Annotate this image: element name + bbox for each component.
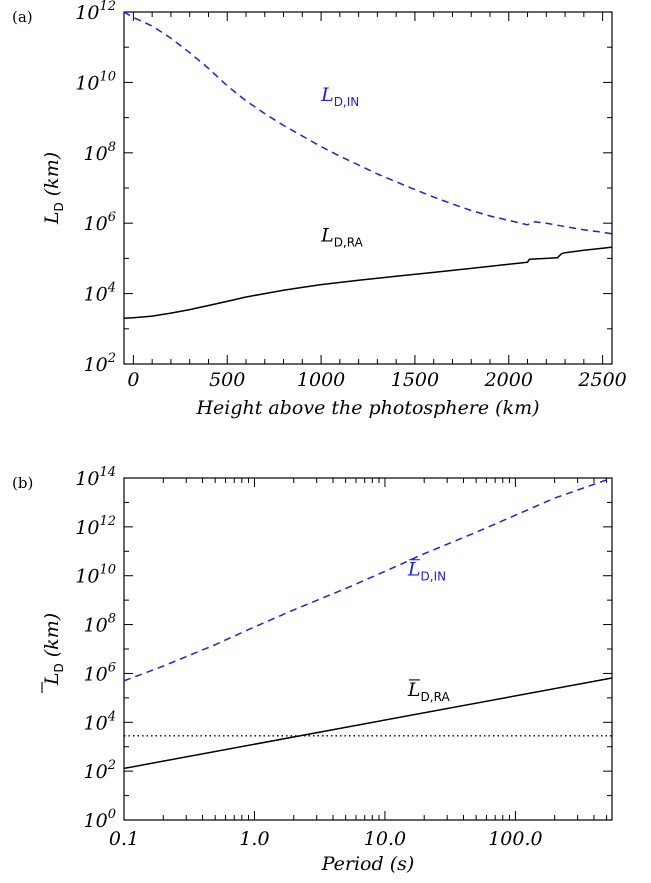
panel-b-y-tick-label: 102: [84, 758, 116, 783]
panel-b-x-ticks: 0.1 1.0 10.0 100.0: [109, 478, 608, 850]
panel-a-y-tick-label: 104: [84, 281, 116, 306]
panel-a-x-tick-label: 2500: [577, 369, 626, 391]
panel-a-x-tick-label: 2000: [484, 369, 533, 391]
panel-b-y-axis-title-text: LD (km): [41, 613, 66, 686]
panel-b-y-tick-label: 108: [84, 612, 116, 637]
panel-b-y-axis-title: LD (km): [41, 613, 66, 693]
panel-b-tag: (b): [12, 474, 33, 492]
panel-a-x-axis-title: Height above the photosphere (km): [195, 397, 539, 419]
panel-a-series-line-0: [123, 11, 613, 235]
panel-b-x-tick-label: 10.0: [364, 828, 406, 850]
panel-b-y-tick-label: 104: [84, 709, 116, 734]
panel-a-series-line-1: [123, 246, 613, 319]
panel-a-series: [123, 11, 613, 319]
panel-a-y-tick-label: 108: [84, 140, 116, 165]
panel-a-x-tick-label: 0: [127, 369, 139, 391]
panel-b-y-tick-label: 1010: [75, 563, 116, 588]
panel-a-y-axis-title: LD (km): [41, 152, 66, 225]
panel-a-y-axis-title-text: LD (km): [41, 152, 66, 225]
panel-b-series-line-0: [123, 477, 613, 682]
panel-a-x-ticks: 0 500 1000 1500 2000 2500: [127, 12, 627, 391]
panel-a-y-tick-label: 1012: [75, 0, 116, 24]
panel-b-curve-label-0: LD,IN: [407, 559, 446, 584]
panel-a-y-tick-label: 102: [84, 351, 116, 376]
panel-a-y-tick-label: 1010: [75, 69, 116, 94]
panel-b-y-tick-label: 100: [84, 807, 116, 832]
panel-b-frame: [123, 477, 613, 821]
panel-a-x-tick-label: 500: [209, 369, 245, 391]
panel-b-series-line-1: [123, 677, 613, 770]
panel-b-annotations: LD,IN LD,RA: [407, 559, 451, 704]
panel-b-x-tick-label: 0.1: [109, 828, 139, 850]
panel-a-annotations: LD,IN LD,RA: [320, 84, 364, 250]
panel-b-y-ticks: 100 102 104 106 108 1010 1012 1014: [75, 465, 612, 832]
panel-b: (b) 0.1 1.0 10.0 100.0 10010210410610810101…: [12, 465, 613, 875]
panel-a-tag: (a): [12, 8, 33, 26]
panel-a-curve-label-1: LD,RA: [320, 225, 364, 250]
panel-b-y-axis-title-group: LD (km): [41, 613, 66, 693]
panel-a-x-tick-label: 1500: [391, 369, 439, 391]
panel-b-y-tick-label: 1014: [75, 465, 116, 490]
panel-b-y-tick-label: 106: [84, 660, 116, 685]
panel-b-curve-label-1: LD,RA: [407, 679, 451, 704]
panel-a-y-ticks: 102 104 106 108 1010 1012: [75, 0, 612, 376]
panel-b-y-tick-label: 1012: [75, 514, 116, 539]
panel-b-series: [123, 477, 613, 770]
panel-a-y-axis-title-group: LD (km): [41, 152, 66, 225]
panel-a-x-tick-label: 1000: [297, 369, 345, 391]
panel-a: (a) 0 500 1000 1500 2000 2500 102 104 106 108 101…: [12, 0, 627, 419]
panel-b-x-tick-label: 1.0: [239, 828, 269, 850]
panel-a-y-tick-label: 106: [84, 210, 116, 235]
panel-b-x-axis-title: Period (s): [321, 853, 415, 875]
panel-a-curve-label-0: LD,IN: [320, 84, 359, 109]
panel-a-frame: [123, 11, 613, 365]
panel-b-x-tick-label: 100.0: [488, 828, 542, 850]
